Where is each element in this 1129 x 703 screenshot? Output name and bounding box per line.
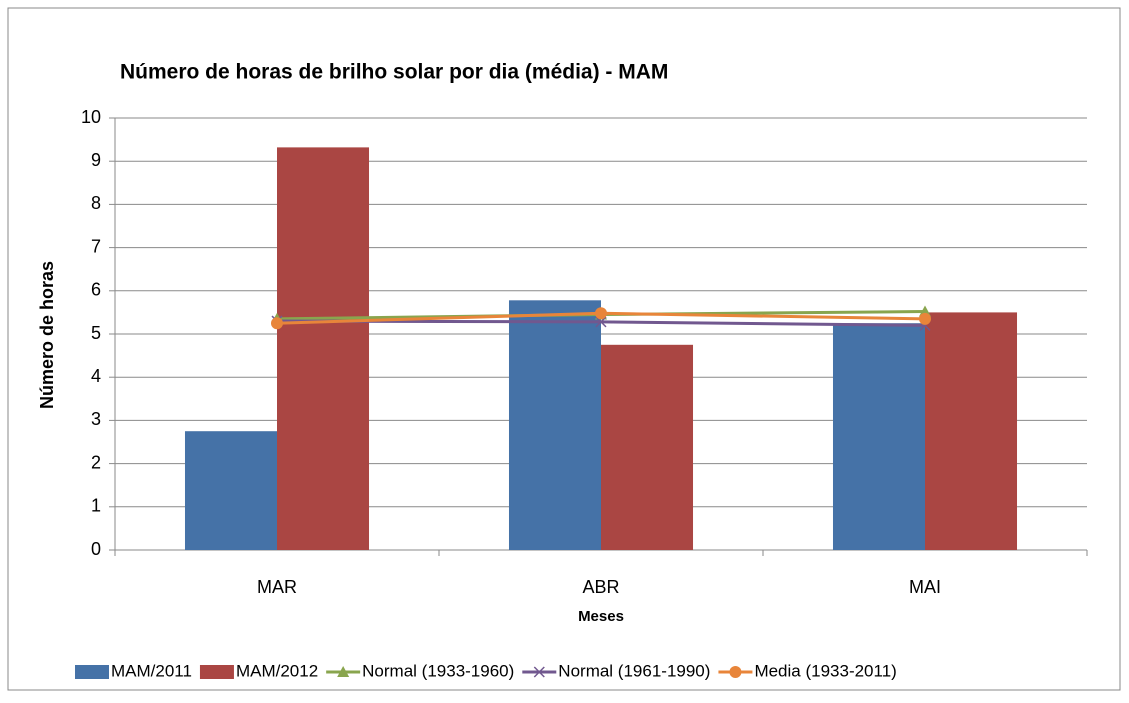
y-tick-label: 0 <box>91 539 101 559</box>
bar <box>184 431 277 550</box>
marker <box>533 666 545 678</box>
marker <box>919 312 931 325</box>
marker <box>337 666 350 677</box>
x-tick-label: MAI <box>909 577 941 597</box>
bar <box>508 300 601 550</box>
y-tick-label: 4 <box>91 366 101 386</box>
x-tick-label: MAR <box>257 577 297 597</box>
y-tick-label: 6 <box>91 280 101 300</box>
y-tick-label: 2 <box>91 452 101 472</box>
x-axis-label: Meses <box>578 608 624 625</box>
y-tick-label: 10 <box>81 107 101 127</box>
marker <box>271 317 283 330</box>
y-tick-label: 7 <box>91 236 101 256</box>
y-axis-label: Número de horas <box>37 261 57 409</box>
marker <box>595 307 607 320</box>
marker <box>729 666 742 678</box>
y-tick-label: 1 <box>91 496 101 516</box>
legend-label: MAM/2011 <box>111 661 192 680</box>
legend-label: Media (1933-2011) <box>754 661 896 680</box>
legend-label: Normal (1961-1990) <box>558 661 710 680</box>
chart-title: Número de horas de brilho solar por dia … <box>120 61 668 84</box>
y-tick-label: 5 <box>91 323 101 343</box>
legend-swatch <box>199 665 234 679</box>
bar <box>832 323 925 550</box>
bar <box>601 344 694 550</box>
legend-item: Media (1933-2011) <box>718 661 897 680</box>
bar <box>277 147 370 550</box>
y-tick-label: 9 <box>91 150 101 170</box>
legend-item: MAM/2012 <box>199 661 318 680</box>
y-tick-label: 8 <box>91 193 101 213</box>
legend-label: Normal (1933-1960) <box>362 661 514 680</box>
legend-item: Normal (1933-1960) <box>326 661 514 680</box>
x-tick-label: ABR <box>582 577 619 597</box>
legend-swatch <box>75 665 109 679</box>
legend-item: Normal (1961-1990) <box>522 661 710 680</box>
bar <box>925 312 1018 550</box>
marker <box>595 316 607 328</box>
y-tick-label: 3 <box>91 409 101 429</box>
legend-item: MAM/2011 <box>75 661 192 680</box>
legend-label: MAM/2012 <box>236 661 318 680</box>
